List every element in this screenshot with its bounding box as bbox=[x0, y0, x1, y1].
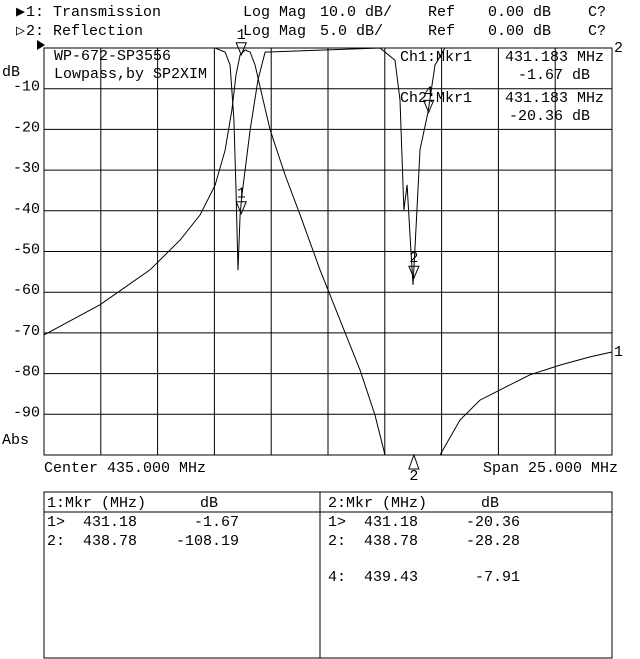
header-field: 0.00 dB bbox=[488, 4, 551, 21]
header-field: 0.00 dB bbox=[488, 23, 551, 40]
table-cell: 1> bbox=[47, 514, 65, 531]
table-cell: 438.78 bbox=[364, 533, 418, 550]
channel-name: Transmission bbox=[53, 4, 161, 21]
table-cell: -28.28 bbox=[466, 533, 520, 550]
header-field: Log Mag bbox=[243, 4, 306, 21]
table-cell: -20.36 bbox=[466, 514, 520, 531]
chart-title: WP-672-SP3556 bbox=[54, 48, 171, 65]
y-tick-label: -40 bbox=[13, 201, 40, 218]
table-header: dB bbox=[481, 495, 499, 512]
table-header: 1:Mkr (MHz) bbox=[47, 495, 146, 512]
span-label: Span 25.000 MHz bbox=[483, 460, 618, 477]
table-cell: 1> bbox=[328, 514, 346, 531]
readout-freq: 431.183 MHz bbox=[505, 90, 604, 107]
y-tick-label: -50 bbox=[13, 241, 40, 258]
y-tick-label: -70 bbox=[13, 323, 40, 340]
y-tick-label: -90 bbox=[13, 404, 40, 421]
table-cell: 2: bbox=[47, 533, 65, 550]
table-cell: 438.78 bbox=[83, 533, 137, 550]
trace-label: 2 bbox=[614, 40, 623, 57]
header-field: Ref bbox=[428, 23, 455, 40]
y-axis-label: dB bbox=[2, 64, 20, 81]
table-header: dB bbox=[200, 495, 218, 512]
center-label: Center 435.000 MHz bbox=[44, 460, 206, 477]
marker-label: 4 bbox=[424, 84, 433, 101]
header-field: 2: bbox=[26, 23, 44, 40]
trace bbox=[43, 49, 613, 456]
header-field: 10.0 dB/ bbox=[320, 4, 392, 21]
header-field: ▷ bbox=[16, 23, 25, 40]
table-cell: -108.19 bbox=[176, 533, 239, 550]
marker bbox=[408, 453, 420, 470]
header-field: 1: bbox=[26, 4, 44, 21]
y-tick-label: -80 bbox=[13, 364, 40, 381]
header-field: 5.0 dB/ bbox=[320, 23, 383, 40]
header-field: C? bbox=[588, 23, 606, 40]
marker-label: 1 bbox=[237, 27, 246, 44]
y-tick-label: -20 bbox=[13, 119, 40, 136]
table-cell: 431.18 bbox=[83, 514, 137, 531]
y-tick-label: -60 bbox=[13, 282, 40, 299]
channel-name: Reflection bbox=[53, 23, 143, 40]
header-field: Log Mag bbox=[243, 23, 306, 40]
table-cell: -1.67 bbox=[194, 514, 239, 531]
readout-value: -20.36 dB bbox=[509, 108, 590, 125]
table-header: 2:Mkr (MHz) bbox=[328, 495, 427, 512]
table-cell: -7.91 bbox=[475, 569, 520, 586]
readout-name: Ch1:Mkr1 bbox=[400, 49, 472, 66]
reference-arrow bbox=[37, 40, 45, 50]
chart-subtitle: Lowpass,by SP2XIM bbox=[54, 66, 207, 83]
marker-label: 2 bbox=[409, 468, 418, 485]
readout-value: -1.67 dB bbox=[518, 67, 590, 84]
readout-name: Ch2:Mkr1 bbox=[400, 90, 472, 107]
header-field: ▶ bbox=[16, 4, 25, 21]
trace-label: 1 bbox=[614, 344, 623, 361]
y-tick-label: -10 bbox=[13, 79, 40, 96]
y-tick-label: -30 bbox=[13, 160, 40, 177]
plot-frame bbox=[43, 47, 613, 456]
table-cell: 2: bbox=[328, 533, 346, 550]
marker bbox=[235, 201, 247, 216]
marker bbox=[235, 42, 247, 57]
table-cell: 4: bbox=[328, 569, 346, 586]
marker-table-frame bbox=[43, 491, 613, 659]
marker bbox=[422, 99, 435, 114]
readout-freq: 431.183 MHz bbox=[505, 49, 604, 66]
header-field: Ref bbox=[428, 4, 455, 21]
table-cell: 439.43 bbox=[364, 569, 418, 586]
table-cell: 431.18 bbox=[364, 514, 418, 531]
header-field: C? bbox=[588, 4, 606, 21]
marker-label: 1 bbox=[237, 186, 246, 203]
format-label: Abs bbox=[2, 432, 29, 449]
trace bbox=[44, 47, 612, 285]
marker-label: 2 bbox=[409, 250, 418, 267]
marker bbox=[408, 265, 420, 280]
